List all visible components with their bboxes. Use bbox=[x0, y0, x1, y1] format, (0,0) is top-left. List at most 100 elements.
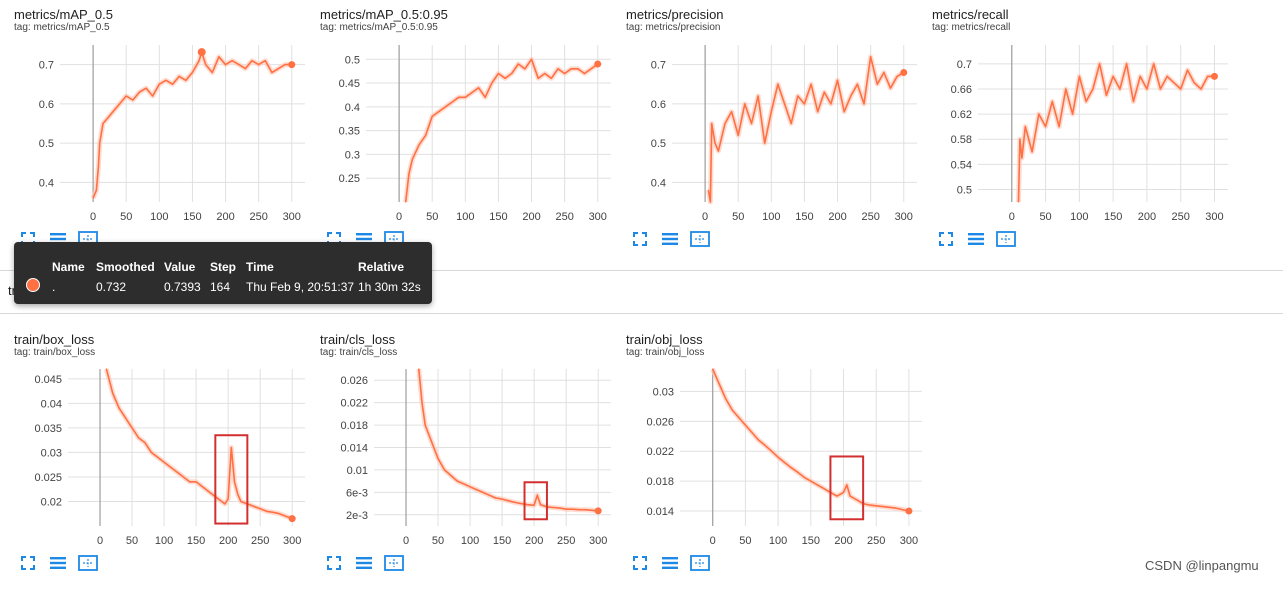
fit-domain-icon[interactable] bbox=[384, 555, 404, 571]
data-point bbox=[1132, 100, 1135, 103]
line-chart-6[interactable]: 0 50 100 150 200 250 300 0.014 0.018 0.022 0.026 0.… bbox=[646, 368, 922, 547]
data-point bbox=[1065, 88, 1067, 90]
data-point bbox=[888, 506, 890, 508]
data-point bbox=[790, 122, 792, 125]
x-tick-label: 200 bbox=[525, 535, 543, 547]
data-point bbox=[253, 505, 255, 507]
last-point-marker bbox=[1210, 72, 1218, 80]
data-point bbox=[730, 111, 733, 113]
line-chart-4[interactable]: 0 50 100 150 200 250 300 0.02 0.025 0.03 0.035 0.04… bbox=[34, 368, 305, 547]
y-tick-label: 0.3 bbox=[345, 149, 360, 161]
data-point bbox=[901, 508, 903, 511]
x-tick-label: 300 bbox=[900, 535, 918, 547]
data-point bbox=[882, 505, 884, 508]
data-point bbox=[744, 103, 746, 105]
data-point bbox=[790, 467, 792, 469]
data-point bbox=[408, 172, 410, 175]
data-point bbox=[1159, 88, 1162, 90]
smoothed-series-line[interactable] bbox=[105, 368, 293, 520]
data-point bbox=[258, 64, 260, 66]
chart-title: metrics/recall bbox=[932, 7, 1009, 22]
x-tick-label: 0 bbox=[702, 211, 708, 223]
line-chart-0[interactable]: 0 50 100 150 200 250 300 0.4 0.5 0.6 0.7 bbox=[39, 45, 305, 223]
x-tick-label: 50 bbox=[432, 535, 444, 547]
data-point bbox=[224, 503, 226, 505]
data-point bbox=[152, 95, 154, 97]
list-icon[interactable] bbox=[355, 555, 373, 571]
x-tick-label: 300 bbox=[589, 211, 607, 223]
data-point bbox=[539, 504, 542, 506]
smoothed-series-line[interactable] bbox=[711, 368, 910, 512]
tooltip-step: 164 bbox=[210, 280, 231, 294]
data-point bbox=[770, 450, 773, 452]
fullscreen-icon[interactable] bbox=[326, 231, 344, 247]
data-point bbox=[846, 484, 848, 486]
data-point bbox=[577, 68, 579, 70]
y-tick-label: 0.5 bbox=[957, 184, 972, 196]
data-point bbox=[218, 56, 220, 58]
data-point bbox=[201, 486, 204, 488]
hover-tooltip: Name Smoothed Value Step Time Relative .… bbox=[14, 242, 432, 304]
list-icon[interactable] bbox=[661, 555, 679, 571]
data-point bbox=[520, 502, 522, 505]
data-point bbox=[709, 201, 712, 203]
y-tick-label: 0.35 bbox=[339, 126, 360, 138]
y-tick-label: 0.025 bbox=[34, 472, 62, 484]
list-icon[interactable] bbox=[967, 231, 985, 247]
highlight-box bbox=[523, 481, 548, 521]
data-point bbox=[205, 64, 207, 66]
y-tick-label: 0.6 bbox=[39, 99, 54, 111]
data-point bbox=[764, 142, 766, 144]
data-point bbox=[1092, 88, 1094, 90]
data-point bbox=[817, 111, 819, 113]
data-point bbox=[278, 513, 280, 515]
highlight-box bbox=[214, 434, 249, 525]
last-point-marker bbox=[594, 60, 602, 68]
data-point bbox=[836, 79, 839, 81]
fullscreen-icon[interactable] bbox=[938, 231, 956, 247]
data-point bbox=[208, 491, 210, 493]
line-chart-3[interactable]: 0 50 100 150 200 250 300 0.5 0.54 0.58 0.62 0.66 0.7 bbox=[951, 45, 1228, 223]
data-point bbox=[770, 111, 772, 113]
data-point bbox=[757, 95, 759, 97]
fullscreen-icon[interactable] bbox=[632, 555, 650, 571]
x-tick-label: 150 bbox=[489, 211, 507, 223]
smoothed-series-line[interactable] bbox=[418, 368, 599, 512]
data-point bbox=[231, 60, 233, 62]
chart-title: metrics/mAP_0.5:0.95 bbox=[320, 7, 448, 22]
data-point bbox=[497, 72, 500, 75]
data-point bbox=[1044, 126, 1047, 128]
fullscreen-icon[interactable] bbox=[20, 231, 38, 247]
fullscreen-icon[interactable] bbox=[326, 555, 344, 571]
chart-card-precision: metrics/precision tag: metrics/precision bbox=[626, 7, 926, 267]
data-point bbox=[737, 134, 739, 136]
data-point bbox=[475, 488, 478, 491]
fullscreen-icon[interactable] bbox=[20, 555, 38, 571]
data-point bbox=[471, 91, 473, 94]
y-tick-label: 0.026 bbox=[340, 375, 368, 387]
smoothed-series-line[interactable] bbox=[1017, 62, 1215, 203]
data-point bbox=[797, 471, 799, 473]
line-chart-1[interactable]: 0 50 100 150 200 250 300 0.25 0.3 0.35 0.4 0.45 0.5 bbox=[339, 45, 611, 223]
y-tick-label: 0.66 bbox=[951, 84, 972, 96]
line-chart-5[interactable]: 0 50 100 150 200 250 300 2e-3 6e-3 0.01 0.014 0.018… bbox=[340, 368, 611, 547]
list-icon[interactable] bbox=[661, 231, 679, 247]
fit-domain-icon[interactable] bbox=[690, 555, 710, 571]
last-point-marker bbox=[905, 507, 913, 515]
data-point bbox=[189, 481, 191, 483]
tooltip-header-name: Name bbox=[52, 260, 85, 274]
data-point bbox=[118, 407, 120, 409]
line-chart-2[interactable]: 0 50 100 150 200 250 300 0.4 0.5 0.6 0.7 bbox=[651, 45, 917, 223]
y-tick-label: 0.5 bbox=[651, 138, 666, 150]
x-tick-label: 0 bbox=[403, 535, 409, 547]
data-point bbox=[424, 134, 427, 136]
data-point bbox=[849, 495, 851, 497]
fit-domain-icon[interactable] bbox=[996, 231, 1016, 247]
list-icon[interactable] bbox=[49, 555, 67, 571]
tooltip-value: 0.7393 bbox=[164, 280, 201, 294]
fit-domain-icon[interactable] bbox=[690, 231, 710, 247]
y-tick-label: 0.6 bbox=[651, 99, 666, 111]
data-point bbox=[504, 77, 506, 79]
fit-domain-icon[interactable] bbox=[78, 555, 98, 571]
fullscreen-icon[interactable] bbox=[632, 231, 650, 247]
